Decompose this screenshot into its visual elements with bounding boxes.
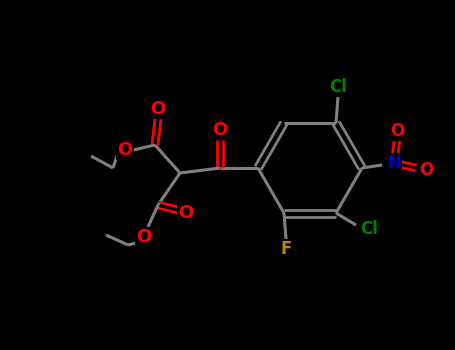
- Text: O: O: [419, 161, 433, 179]
- Text: Cl: Cl: [360, 220, 378, 238]
- Text: O: O: [117, 141, 132, 159]
- Text: O: O: [178, 204, 194, 222]
- Text: Cl: Cl: [329, 78, 347, 96]
- Text: N: N: [387, 154, 401, 172]
- Text: O: O: [212, 121, 228, 139]
- Text: O: O: [390, 122, 404, 140]
- Text: O: O: [150, 100, 166, 118]
- Text: F: F: [280, 240, 292, 258]
- Text: O: O: [136, 228, 152, 246]
